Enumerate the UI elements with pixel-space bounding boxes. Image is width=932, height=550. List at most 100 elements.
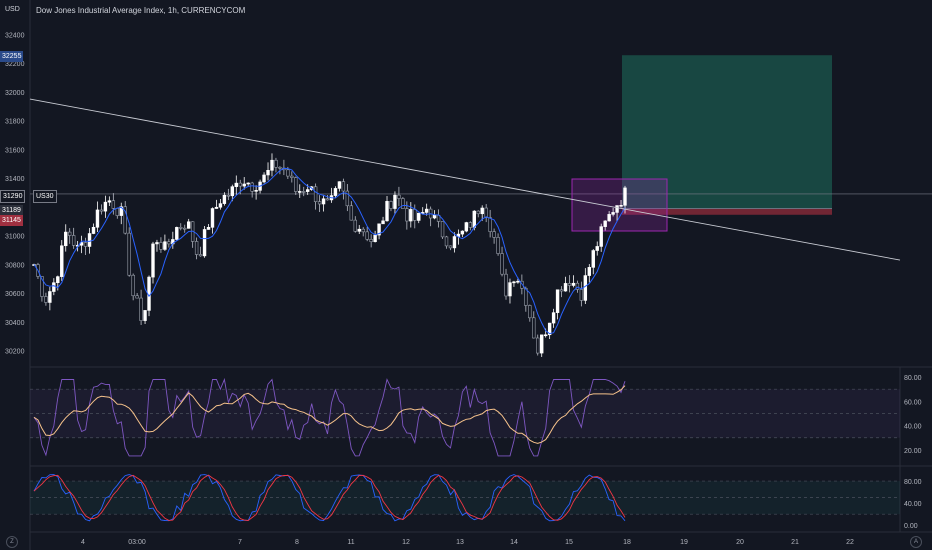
candle-body: [444, 236, 449, 247]
candle-body: [341, 181, 346, 192]
time-tick-label: 12: [402, 539, 410, 546]
candle-body: [409, 209, 413, 222]
candle-body: [218, 203, 223, 208]
time-tick-label: 7: [238, 539, 242, 546]
stop-price-badge: 31145: [0, 215, 23, 226]
candle-body: [599, 226, 603, 247]
candle-body: [365, 231, 369, 240]
moving-average-line: [33, 167, 626, 335]
candle-body: [345, 190, 350, 207]
candle-body: [540, 334, 544, 354]
candle-body: [460, 230, 465, 235]
candle-body: [361, 228, 365, 233]
candle-body: [607, 214, 611, 222]
candle-body: [587, 267, 592, 276]
rsi-tick-label: 20.00: [904, 448, 922, 455]
candle-body: [452, 236, 457, 249]
candle-body: [424, 208, 429, 213]
candle-body: [210, 208, 215, 228]
candle-body: [305, 189, 310, 192]
time-tick-label: 4: [81, 539, 85, 546]
candle-body: [60, 245, 64, 277]
chart-title: Dow Jones Industrial Average Index, 1h, …: [36, 6, 246, 15]
candle-body: [551, 312, 556, 324]
candle-body: [254, 190, 258, 192]
candle-body: [313, 186, 318, 202]
rsi-tick-label: 40.00: [904, 424, 922, 431]
stop-zone: [622, 208, 832, 215]
rsi-tick-label: 60.00: [904, 399, 922, 406]
candle-body: [194, 241, 199, 255]
zoom-icon[interactable]: Z: [6, 536, 18, 548]
candle-body: [143, 310, 147, 321]
candle-body: [183, 227, 187, 230]
candle-body: [159, 242, 163, 250]
candle-body: [111, 200, 116, 209]
candle-body: [357, 228, 361, 232]
time-tick-label: 20: [736, 539, 744, 546]
candle-body: [417, 212, 421, 221]
time-tick-label: 22: [846, 539, 854, 546]
candle-body: [91, 226, 96, 234]
candle-body: [103, 201, 108, 212]
candle-body: [405, 208, 409, 222]
candle-body: [198, 254, 203, 257]
candle-body: [99, 209, 104, 212]
rsi-line: [33, 377, 626, 457]
time-tick-label: 19: [680, 539, 688, 546]
candle-body: [484, 207, 488, 218]
auto-scale-icon[interactable]: A: [910, 536, 922, 548]
candle-body: [270, 159, 274, 171]
candle-body: [532, 317, 536, 339]
target-zone: [622, 55, 832, 209]
candle-body: [115, 208, 119, 216]
price-tick-label: 30800: [5, 262, 25, 269]
candle-body: [563, 283, 568, 292]
candle-body: [317, 201, 322, 205]
candle-body: [87, 233, 92, 247]
candle-body: [206, 227, 211, 230]
candle-body: [377, 223, 381, 236]
candle-body: [464, 222, 469, 232]
candle-body: [595, 246, 599, 251]
price-tick-label: 30400: [5, 320, 25, 327]
candle-body: [155, 242, 159, 245]
candle-body: [107, 200, 112, 203]
highlight-box: [571, 178, 668, 232]
candle-body: [500, 253, 504, 275]
candle-body: [337, 181, 342, 189]
candle-body: [567, 283, 572, 286]
candle-body: [432, 214, 437, 219]
candle-body: [230, 186, 235, 197]
stoch-tick-label: 40.00: [904, 501, 922, 508]
candle-body: [468, 222, 473, 228]
candle-body: [202, 229, 207, 257]
time-tick-label: 21: [791, 539, 799, 546]
candle-body: [179, 227, 183, 229]
candle-body: [555, 289, 560, 313]
target-price-badge: 32255: [0, 51, 24, 62]
candle-body: [591, 250, 595, 268]
candle-body: [472, 210, 476, 228]
candle-body: [52, 282, 56, 292]
candle-body: [385, 201, 389, 222]
candle-body: [508, 282, 512, 297]
candle-body: [222, 194, 227, 204]
candle-body: [583, 275, 588, 301]
price-tick-label: 31000: [5, 234, 25, 241]
candle-body: [504, 273, 508, 297]
price-tick-label: 31600: [5, 147, 25, 154]
time-tick-label: 8: [295, 539, 299, 546]
candle-body: [135, 295, 139, 299]
candle-body: [127, 232, 131, 276]
price-tick-label: 32400: [5, 32, 25, 39]
candle-body: [476, 210, 480, 215]
candle-body: [623, 187, 627, 206]
candle-body: [397, 194, 401, 199]
candle-body: [480, 207, 484, 215]
entry-price-badge: 31189: [0, 205, 23, 216]
price-tick-label: 30600: [5, 291, 25, 298]
candle-body: [603, 220, 607, 227]
